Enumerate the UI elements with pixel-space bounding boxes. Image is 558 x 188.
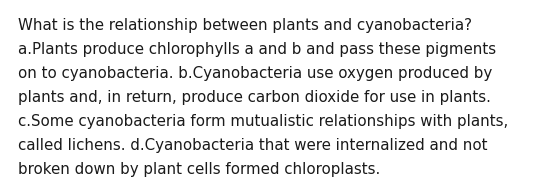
Text: a.Plants produce chlorophylls a and b and pass these pigments: a.Plants produce chlorophylls a and b an…	[18, 42, 496, 57]
Text: called lichens. d.Cyanobacteria that were internalized and not: called lichens. d.Cyanobacteria that wer…	[18, 138, 488, 153]
Text: What is the relationship between plants and cyanobacteria?: What is the relationship between plants …	[18, 18, 472, 33]
Text: on to cyanobacteria. b.Cyanobacteria use oxygen produced by: on to cyanobacteria. b.Cyanobacteria use…	[18, 66, 492, 81]
Text: broken down by plant cells formed chloroplasts.: broken down by plant cells formed chloro…	[18, 162, 380, 177]
Text: plants and, in return, produce carbon dioxide for use in plants.: plants and, in return, produce carbon di…	[18, 90, 491, 105]
Text: c.Some cyanobacteria form mutualistic relationships with plants,: c.Some cyanobacteria form mutualistic re…	[18, 114, 508, 129]
